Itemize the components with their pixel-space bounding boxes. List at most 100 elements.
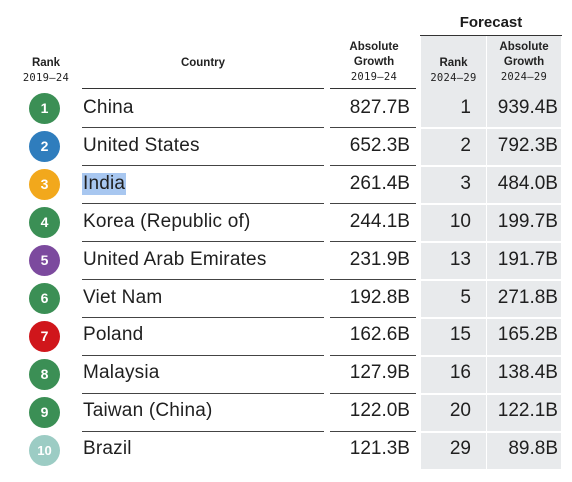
table-row: 3 India 261.4B 3 484.0B	[0, 166, 572, 204]
country-name[interactable]: India	[82, 172, 127, 195]
row-divider	[82, 430, 324, 432]
row-divider	[421, 354, 486, 357]
table-row: 7 Poland 162.6B 15 165.2B	[0, 317, 572, 355]
forecast-heading: Forecast	[459, 14, 523, 31]
forecast-rank-value: 15	[449, 324, 471, 346]
row-divider	[330, 316, 416, 318]
forecast-growth-value: 271.8B	[497, 286, 558, 308]
row-divider	[421, 316, 486, 319]
row-divider	[82, 279, 324, 280]
forecast-column-shade	[487, 36, 561, 469]
rank-badge: 4	[29, 207, 60, 239]
country-name[interactable]: Taiwan (China)	[83, 400, 213, 422]
row-divider	[487, 203, 561, 206]
header-divider	[82, 88, 324, 89]
rank-header-title: Rank	[31, 57, 61, 69]
row-divider	[82, 127, 324, 129]
table-row: 9 Taiwan (China) 122.0B 20 122.1B	[0, 393, 572, 431]
header-divider	[330, 88, 416, 89]
row-divider	[330, 127, 416, 129]
forecast-rank-value: 29	[449, 438, 471, 460]
forecast-growth-value: 939.4B	[497, 97, 558, 118]
row-divider	[487, 165, 561, 168]
country-name[interactable]: United States	[83, 134, 200, 156]
absolute-growth-value: 127.9B	[349, 362, 410, 384]
absolute-growth-column-header: Absolute Growth 2019–24	[330, 40, 418, 85]
country-name[interactable]: Korea (Republic of)	[83, 210, 251, 232]
rank-badge: 3	[29, 169, 60, 201]
forecast-rank-value: 3	[460, 172, 471, 194]
forecast-growth-header-period: 2024–29	[500, 71, 548, 83]
row-divider	[421, 241, 486, 244]
row-divider	[82, 354, 324, 356]
row-divider	[330, 203, 416, 205]
abs-header-period: 2019–24	[350, 71, 398, 83]
forecast-growth-value: 165.2B	[497, 324, 558, 346]
row-divider	[421, 279, 486, 281]
row-divider	[330, 279, 416, 280]
country-name[interactable]: United Arab Emirates	[83, 248, 267, 270]
row-divider	[487, 241, 561, 244]
forecast-rank-value: 13	[449, 248, 471, 270]
absolute-growth-value: 121.3B	[349, 438, 410, 460]
rank-badge: 8	[29, 358, 60, 390]
table-row: 10 Brazil 121.3B 29 89.8B	[0, 431, 572, 469]
row-divider	[487, 354, 561, 357]
row-divider	[82, 241, 324, 243]
forecast-rank-header-title: Rank	[439, 57, 468, 69]
rank-badge: 6	[29, 282, 60, 314]
forecast-growth-value: 484.0B	[497, 172, 558, 194]
forecast-rank-value: 2	[460, 134, 471, 156]
forecast-growth-value: 138.4B	[497, 362, 558, 384]
forecast-growth-value: 199.7B	[497, 210, 558, 232]
row-divider	[421, 203, 486, 206]
rank-header-period: 2019–24	[22, 72, 70, 84]
abs-header-line1: Absolute	[349, 41, 399, 53]
row-divider	[487, 316, 561, 319]
forecast-growth-column-header: Absolute Growth 2024–29	[487, 40, 561, 85]
absolute-growth-value: 231.9B	[349, 248, 410, 270]
row-divider	[421, 430, 486, 433]
forecast-rank-column-header: Rank 2024–29	[421, 56, 486, 86]
absolute-growth-value: 244.1B	[349, 210, 410, 232]
table-row: 2 United States 652.3B 2 792.3B	[0, 128, 572, 166]
row-divider	[487, 127, 561, 130]
absolute-growth-value: 827.7B	[349, 97, 410, 118]
forecast-rank-value: 20	[449, 400, 471, 422]
forecast-growth-value: 89.8B	[508, 438, 558, 460]
abs-header-line2: Growth	[353, 56, 395, 68]
forecast-growth-value: 191.7B	[497, 248, 558, 270]
row-divider	[330, 392, 416, 394]
forecast-rank-value: 1	[460, 97, 471, 118]
forecast-growth-value: 122.1B	[497, 400, 558, 422]
row-divider	[330, 354, 416, 356]
country-name[interactable]: Brazil	[83, 438, 132, 460]
rank-badge: 9	[29, 396, 60, 428]
country-name[interactable]: China	[83, 97, 134, 118]
table-row: 6 Viet Nam 192.8B 5 271.8B	[0, 280, 572, 318]
forecast-rank-value: 5	[460, 286, 471, 308]
row-divider	[487, 392, 561, 395]
forecast-growth-value: 792.3B	[497, 134, 558, 156]
row-divider	[82, 203, 324, 205]
row-divider	[330, 241, 416, 243]
table-row: 4 Korea (Republic of) 244.1B 10 199.7B	[0, 204, 572, 242]
country-name[interactable]: Malaysia	[83, 362, 160, 384]
absolute-growth-value: 192.8B	[349, 286, 410, 308]
rank-badge: 5	[29, 245, 60, 277]
forecast-rank-value: 10	[449, 210, 471, 232]
row-divider	[82, 165, 324, 167]
forecast-heading-rule	[420, 35, 562, 36]
absolute-growth-value: 162.6B	[349, 324, 410, 346]
row-divider	[487, 279, 561, 281]
forecast-column-shade	[421, 36, 486, 469]
absolute-growth-value: 122.0B	[349, 400, 410, 422]
rank-badge: 10	[29, 434, 60, 466]
table-row: 1 China 827.7B 1 939.4B	[0, 90, 572, 128]
country-name[interactable]: Viet Nam	[83, 286, 163, 308]
country-column-header: Country	[180, 57, 226, 69]
row-divider	[421, 392, 486, 395]
country-name[interactable]: Poland	[83, 324, 144, 346]
forecast-rank-value: 16	[449, 362, 471, 384]
row-divider	[421, 165, 486, 168]
